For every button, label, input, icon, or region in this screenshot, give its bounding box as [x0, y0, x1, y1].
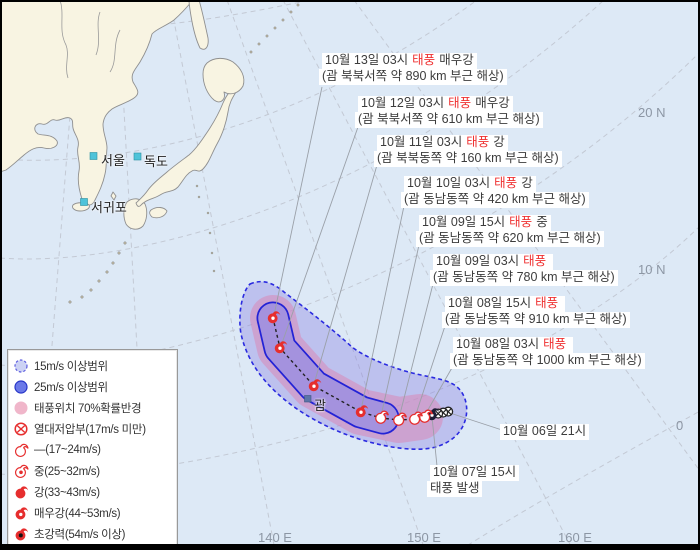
- legend-item-range25: 25m/s 이상범위: [13, 376, 173, 397]
- track-line: [272, 317, 449, 421]
- range-15ms-icon: [14, 358, 28, 373]
- legend-label: 열대저압부(17m/s 미만): [34, 423, 146, 436]
- typhoon-weak-icon: [14, 443, 29, 457]
- city-label-seoul: 서울: [101, 153, 125, 168]
- legend-item-mid: 중(25~32m/s): [13, 460, 173, 481]
- genesis-label: 10월 07일 15시 태풍 발생: [427, 465, 520, 497]
- sakhalin: [188, 0, 209, 50]
- forecast-label-oct10: 10월 10일 03시 태풍 강 (괌 동남동쪽 약 420 km 부근 해상): [401, 176, 589, 208]
- guam-marker: [304, 395, 312, 403]
- forecast-label-oct08-15: 10월 08일 15시 태풍 (괌 동남동쪽 약 910 km 부근 해상): [442, 296, 630, 328]
- legend-label: —(17~24m/s): [34, 443, 101, 456]
- legend-label: 15m/s 이상범위: [34, 360, 108, 373]
- tsushima-island: [110, 191, 117, 201]
- small-islands: [68, 3, 300, 304]
- typhoon-verystrong-icon: [15, 506, 29, 519]
- legend-item-range15: 15m/s 이상범위: [13, 355, 173, 376]
- forecast-label-oct11: 10월 11일 03시 태풍 강 (괌 북북동쪽 약 160 km 부근 해상): [374, 135, 562, 167]
- typhoon-track: [268, 311, 454, 425]
- dokdo-marker: [133, 152, 142, 161]
- hokkaido: [202, 57, 245, 103]
- legend-label: 초강력(54m/s 이상): [34, 528, 126, 541]
- seogwipo-marker: [80, 198, 88, 206]
- shikoku: [149, 207, 168, 219]
- legend-item-probability: 태풍위치 70%확률반경: [13, 397, 173, 418]
- coastlines: [0, 0, 245, 230]
- probability-70-icon: [14, 401, 28, 414]
- legend-label: 태풍위치 70%확률반경: [34, 402, 142, 415]
- legend-label: 25m/s 이상범위: [34, 381, 108, 394]
- legend-box: 15m/s 이상범위 25m/s 이상범위 태풍위치 70%확률반경 열대저압부…: [7, 349, 178, 550]
- lat-label-0: 0: [676, 418, 684, 433]
- forecast-label-oct09-03: 10월 09일 03시 태풍 (괌 동남동쪽 약 780 km 부근 해상): [430, 254, 618, 286]
- forecast-label-oct13: 10월 13일 03시 태풍 매우강 (괌 북북서쪽 약 890 km 부근 해상): [319, 53, 507, 85]
- lon-label-150e: 150 E: [407, 530, 441, 545]
- legend-item-verystrong: 매우강(44~53m/s): [13, 502, 173, 523]
- legend-item-super: 초강력(54m/s 이상): [13, 523, 173, 544]
- legend-label: 중(25~32m/s): [34, 465, 100, 478]
- inland-borders: [59, 0, 121, 79]
- cone-15ms-border: [239, 280, 468, 450]
- lon-label-160e: 160 E: [558, 530, 592, 545]
- typhoon-strong-icon: [15, 485, 29, 498]
- forecast-label-oct08-03: 10월 08일 03시 태풍 (괌 동남동쪽 약 1000 km 부근 해상): [450, 337, 645, 369]
- city-label-seogwipo: 서귀포: [91, 200, 127, 215]
- legend-item-strong: 강(33~43m/s): [13, 481, 173, 502]
- legend-item-depression: 열대저압부(17m/s 미만): [13, 418, 173, 439]
- seoul-marker: [89, 152, 98, 160]
- legend-label: 강(33~43m/s): [34, 486, 100, 499]
- legend-item-weak: —(17~24m/s): [13, 439, 173, 460]
- city-markers: [80, 152, 312, 403]
- legend-label: 매우강(44~53m/s): [34, 507, 121, 520]
- label-connectors: [272, 86, 503, 467]
- lon-label-140e: 140 E: [258, 530, 292, 545]
- first-point-label: 10월 06일 21시: [500, 424, 590, 440]
- forecast-label-oct12: 10월 12일 03시 태풍 매우강 (괌 북북서쪽 약 610 km 부근 해상): [355, 96, 543, 128]
- range-25ms-icon: [14, 379, 28, 394]
- tropical-depression-icon: [14, 421, 28, 436]
- lat-label-10n: 10 N: [638, 262, 666, 277]
- typhoon-mid-icon: [14, 464, 29, 478]
- forecast-label-oct09-15: 10월 09일 15시 태풍 중 (괌 동남동쪽 약 620 km 부근 해상): [416, 215, 604, 247]
- city-label-guam: 괌: [314, 398, 326, 413]
- typhoon-super-icon: [15, 527, 29, 540]
- lat-label-20n: 20 N: [638, 105, 666, 120]
- city-label-dokdo: 독도: [144, 154, 168, 169]
